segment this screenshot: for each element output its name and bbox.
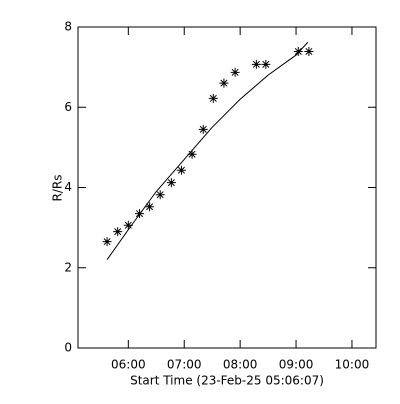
data-point (208, 93, 218, 103)
x-tick-label: 10:00 (335, 358, 370, 372)
y-tick-label: 8 (64, 20, 72, 34)
data-point (219, 78, 229, 88)
plot-frame (77, 26, 377, 349)
data-point (102, 237, 112, 247)
y-tick-label: 0 (64, 341, 72, 355)
x-tick-label: 07:00 (167, 358, 202, 372)
data-point (113, 227, 123, 237)
fit-line (106, 41, 309, 261)
y-tick-label: 2 (64, 260, 72, 274)
data-point (145, 202, 155, 212)
data-point (123, 220, 133, 230)
data-point (230, 67, 240, 77)
data-point (166, 178, 176, 188)
x-tick-label: 06:00 (111, 358, 146, 372)
y-axis-label: R/Rs (51, 175, 65, 202)
data-point (304, 46, 314, 56)
data-point (251, 59, 261, 69)
data-point (187, 149, 197, 159)
data-point (198, 124, 208, 134)
data-point (293, 46, 303, 56)
x-axis-label: Start Time (23-Feb-25 05:06:07) (130, 374, 324, 388)
x-tick-label: 08:00 (223, 358, 258, 372)
data-point (155, 190, 165, 200)
y-tick-label: 4 (64, 180, 72, 194)
y-tick-label: 6 (64, 100, 72, 114)
x-tick-label: 09:00 (279, 358, 314, 372)
data-point (176, 165, 186, 175)
data-point (261, 59, 271, 69)
